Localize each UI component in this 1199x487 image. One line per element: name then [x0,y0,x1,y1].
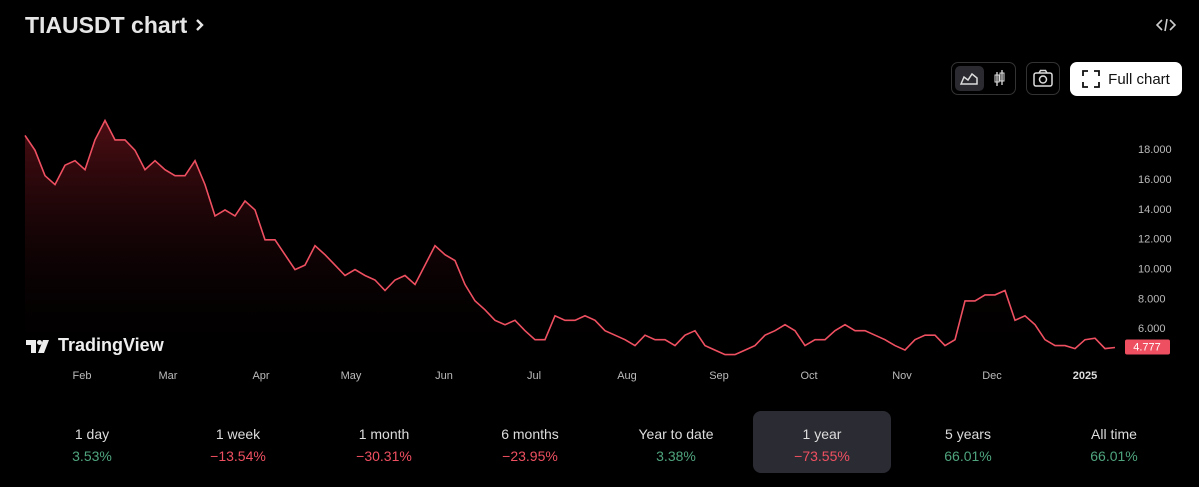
snapshot-button[interactable] [1026,62,1060,95]
x-tick-label: Mar [159,370,178,382]
last-price-label: 4.777 [1133,341,1161,353]
x-tick-label: Sep [709,370,729,382]
y-tick-label: 10.000 [1138,263,1172,275]
period-change[interactable]: 66.01% [1090,448,1138,464]
period-change[interactable]: 66.01% [944,448,992,464]
period-change[interactable]: −23.95% [502,448,558,464]
candle-style-button[interactable] [999,72,1005,82]
period-label[interactable]: 1 month [358,426,410,442]
period-change[interactable]: 3.53% [72,448,112,464]
last-price-box [1125,339,1170,355]
chart: 6.000 8.000 10.000 12.000 14.000 16.000 18.000… [24,118,1172,382]
y-tick-label: 6.000 [1138,323,1166,335]
period-label[interactable]: 1 year [802,426,842,442]
title-text[interactable]: TIAUSDT chart [25,12,188,38]
x-tick-label: 2025 [1073,370,1097,382]
period-change[interactable]: −13.54% [210,448,266,464]
period-button[interactable]: 1 year −73.55% [753,411,891,473]
period-button[interactable]: All time 66.01% [1045,411,1183,473]
period-label[interactable]: 1 day [74,426,110,442]
full-chart-label[interactable]: Full chart [1108,70,1170,88]
period-button[interactable]: 1 week −13.54% [169,411,307,473]
period-button[interactable]: 6 months −23.95% [461,411,599,473]
watermark: TradingView [26,335,164,356]
y-tick-label: 16.000 [1138,174,1172,186]
title[interactable]: TIAUSDT chart [25,12,206,39]
chevron [195,19,204,31]
period-change[interactable]: −73.55% [794,448,850,464]
x-tick-label: Aug [617,370,637,382]
x-tick-label: Apr [252,370,269,382]
area-fill [25,120,1115,365]
period-label[interactable]: 6 months [501,426,559,442]
period-label[interactable]: 1 week [215,426,261,442]
watermark-text: TradingView [58,335,164,355]
y-tick-label: 8.000 [1138,293,1166,305]
period-label[interactable]: All time [1091,426,1137,442]
x-tick-label: Feb [73,370,92,382]
period-button[interactable]: Year to date 3.38% [607,411,745,473]
period-button[interactable]: 1 month −30.31% [315,411,453,473]
period-button[interactable]: 1 day 3.53% [23,411,161,473]
chart-style-group [951,62,1016,95]
x-tick-label: May [341,370,362,382]
period-button[interactable]: 5 years 66.01% [899,411,1037,473]
x-tick-label: Oct [800,370,817,382]
period-change[interactable]: −30.31% [356,448,412,464]
y-tick-label: 14.000 [1138,204,1172,216]
x-tick-label: Jul [527,370,541,382]
embed-icon[interactable] [1155,15,1177,35]
y-tick-label: 18.000 [1138,144,1172,156]
chart-style-icons [955,66,1005,91]
period-change[interactable]: 3.38% [656,448,696,464]
full-chart-button[interactable]: Full chart [1070,62,1182,96]
price-line [24,118,1116,356]
period-label[interactable]: 5 years [945,426,991,442]
x-tick-label: Nov [892,370,912,382]
y-tick-label: 12.000 [1138,234,1172,246]
period-label[interactable]: Year to date [638,426,714,442]
x-tick-label: Jun [435,370,453,382]
x-tick-label: Dec [982,370,1002,382]
